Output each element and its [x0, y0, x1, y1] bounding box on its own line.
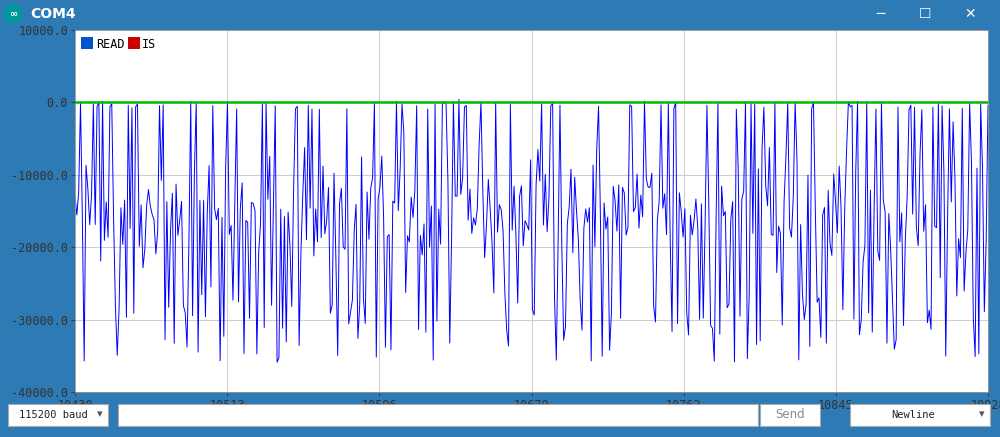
Text: COM4: COM4: [30, 7, 76, 21]
Text: ∞: ∞: [9, 9, 17, 19]
FancyBboxPatch shape: [8, 403, 108, 426]
Text: ✕: ✕: [964, 7, 976, 21]
Text: ─: ─: [876, 7, 884, 21]
FancyBboxPatch shape: [760, 403, 820, 426]
Legend: READ, IS: READ, IS: [81, 36, 158, 52]
Text: ☐: ☐: [919, 7, 931, 21]
Text: ▾: ▾: [97, 409, 103, 420]
Text: Send: Send: [775, 408, 805, 421]
FancyBboxPatch shape: [118, 403, 758, 426]
Text: ▾: ▾: [979, 409, 985, 420]
FancyBboxPatch shape: [850, 403, 990, 426]
Circle shape: [4, 5, 22, 23]
Text: Newline: Newline: [891, 409, 935, 420]
Text: 115200 baud: 115200 baud: [19, 409, 87, 420]
